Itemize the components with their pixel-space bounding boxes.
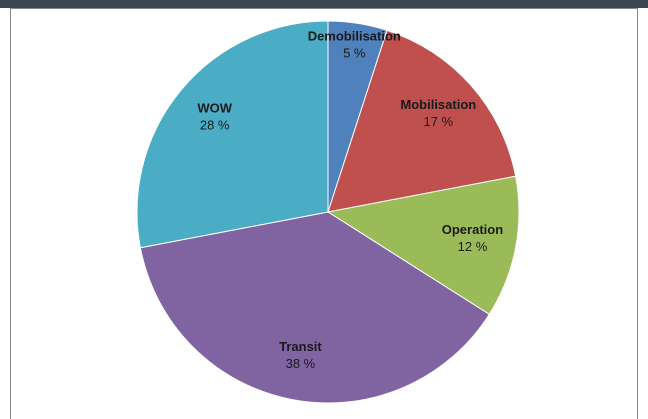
slice-name: Transit (279, 339, 322, 354)
pie-slice (139, 211, 490, 404)
slice-value-label: 12 % (458, 239, 488, 254)
pie-slice (136, 20, 329, 249)
slice-name: WOW (197, 101, 232, 116)
slice-name: Mobilisation (400, 97, 476, 112)
labels: Demobilisation 5 % Mobilisation 17 % Operati… (197, 28, 503, 370)
slice-value-label: 28 % (200, 118, 230, 133)
slice-value-label: 5 % (343, 45, 366, 60)
pie-slice (326, 175, 520, 316)
slice-name: Demobilisation (308, 28, 401, 43)
slice-value-label: 38 % (286, 356, 316, 371)
pie (136, 20, 520, 404)
slice-name: Operation (442, 222, 503, 237)
slice-value-label: 17 % (423, 114, 453, 129)
pie-slice (327, 29, 517, 213)
top-strip (0, 0, 648, 8)
